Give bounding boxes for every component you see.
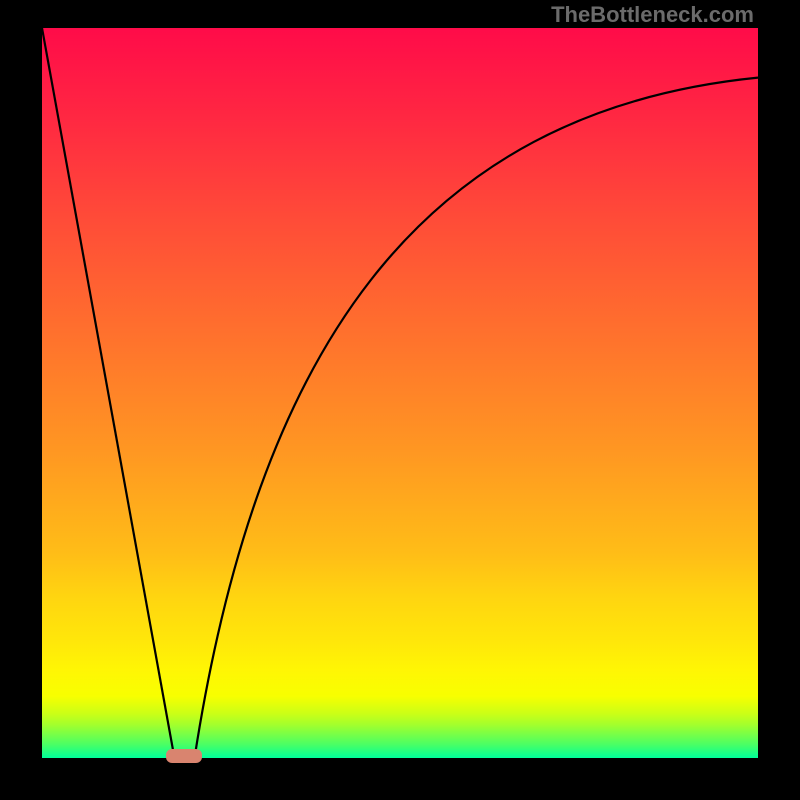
watermark: TheBottleneck.com — [551, 2, 754, 28]
left-falling-line — [42, 28, 174, 758]
bottleneck-curve — [42, 28, 758, 758]
chart-container — [42, 28, 758, 758]
right-rising-curve — [195, 78, 758, 758]
minimum-marker — [166, 749, 202, 763]
